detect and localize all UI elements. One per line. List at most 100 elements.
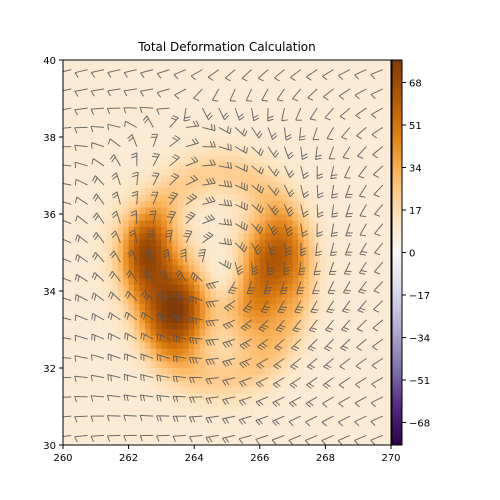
- heatmap-cell: [205, 104, 212, 112]
- heatmap-cell: [270, 406, 277, 414]
- heatmap-cell: [188, 111, 195, 119]
- heatmap-cell: [330, 355, 337, 363]
- heatmap-cell: [270, 111, 277, 119]
- heatmap-cell: [123, 98, 130, 106]
- heatmap-cell: [90, 162, 97, 170]
- heatmap-cell: [112, 130, 119, 138]
- heatmap-cell: [265, 374, 272, 382]
- heatmap-cell: [101, 323, 108, 331]
- heatmap-cell: [183, 348, 190, 356]
- heatmap-cell: [363, 291, 370, 299]
- wind-barb: [267, 108, 274, 122]
- wind-barb: [202, 214, 215, 225]
- heatmap-cell: [352, 162, 359, 170]
- heatmap-cell: [352, 117, 359, 125]
- heatmap-cell: [341, 406, 348, 414]
- wind-barb: [108, 270, 121, 282]
- heatmap-cell: [177, 265, 184, 273]
- heatmap-cell: [325, 104, 332, 112]
- heatmap-cell: [117, 323, 124, 331]
- heatmap-cell: [374, 79, 381, 87]
- heatmap-cell: [347, 355, 354, 363]
- heatmap-cell: [248, 188, 255, 196]
- heatmap-cell: [281, 156, 288, 164]
- heatmap-cell: [73, 284, 80, 292]
- wind-barb: [354, 88, 367, 100]
- wind-barb: [276, 88, 285, 102]
- heatmap-cell: [221, 111, 228, 119]
- heatmap-cell: [150, 239, 157, 247]
- wind-barb: [283, 184, 295, 198]
- heatmap-cell: [150, 400, 157, 408]
- heatmap-cell: [347, 380, 354, 388]
- heatmap-cell: [106, 284, 113, 292]
- heatmap-cell: [194, 220, 201, 228]
- heatmap-cell: [84, 92, 91, 100]
- heatmap-cell: [210, 104, 217, 112]
- heatmap-cell: [155, 380, 162, 388]
- heatmap-cell: [68, 98, 75, 106]
- heatmap-cell: [134, 104, 141, 112]
- wind-barb: [305, 396, 318, 408]
- wind-barb: [108, 291, 121, 301]
- heatmap-cell: [232, 226, 239, 234]
- heatmap-cell: [287, 85, 294, 93]
- heatmap-cell: [303, 143, 310, 151]
- heatmap-cell: [112, 368, 119, 376]
- heatmap-cell: [243, 284, 250, 292]
- heatmap-cell: [188, 419, 195, 427]
- heatmap-cell: [79, 258, 86, 266]
- heatmap-cell: [112, 265, 119, 273]
- heatmap-cell: [95, 355, 102, 363]
- heatmap-cell: [276, 278, 283, 286]
- heatmap-cell: [155, 425, 162, 433]
- heatmap-cell: [177, 181, 184, 189]
- heatmap-cell: [145, 233, 152, 241]
- heatmap-cell: [374, 60, 381, 68]
- heatmap-cell: [84, 329, 91, 337]
- wind-barb: [282, 262, 290, 276]
- wind-barb: [315, 242, 323, 257]
- heatmap-cell: [63, 207, 70, 215]
- heatmap-cell: [161, 175, 168, 183]
- wind-barb: [338, 377, 351, 389]
- wind-barb: [74, 196, 88, 205]
- heatmap-cell: [276, 419, 283, 427]
- wind-barb: [63, 69, 72, 73]
- heatmap-cell: [221, 181, 228, 189]
- heatmap-cell: [292, 303, 299, 311]
- heatmap-cell: [336, 310, 343, 318]
- heatmap-cell: [101, 252, 108, 260]
- heatmap-cell: [216, 111, 223, 119]
- heatmap-cell: [68, 406, 75, 414]
- wind-barb: [289, 396, 302, 408]
- heatmap-cell: [309, 66, 316, 74]
- heatmap-cell: [106, 207, 113, 215]
- heatmap-cell: [183, 169, 190, 177]
- heatmap-cell: [380, 406, 387, 414]
- heatmap-cell: [73, 220, 80, 228]
- heatmap-cell: [194, 419, 201, 427]
- heatmap-cell: [336, 239, 343, 247]
- heatmap-cell: [90, 98, 97, 106]
- heatmap-cell: [352, 156, 359, 164]
- wind-barb: [156, 333, 170, 342]
- heatmap-cell: [210, 226, 217, 234]
- heatmap-cell: [303, 104, 310, 112]
- wind-barb: [263, 281, 272, 295]
- wind-barb: [288, 415, 302, 427]
- heatmap-cell: [227, 278, 234, 286]
- heatmap-cell: [63, 316, 70, 324]
- heatmap-cell: [259, 188, 266, 196]
- heatmap-cell: [303, 92, 310, 100]
- heatmap-cell: [369, 124, 376, 132]
- heatmap-cell: [358, 181, 365, 189]
- heatmap-cell: [188, 149, 195, 157]
- heatmap-cell: [128, 355, 135, 363]
- wind-barb: [111, 191, 121, 205]
- heatmap-cell: [95, 130, 102, 138]
- heatmap-cell: [101, 425, 108, 433]
- heatmap-cell: [101, 316, 108, 324]
